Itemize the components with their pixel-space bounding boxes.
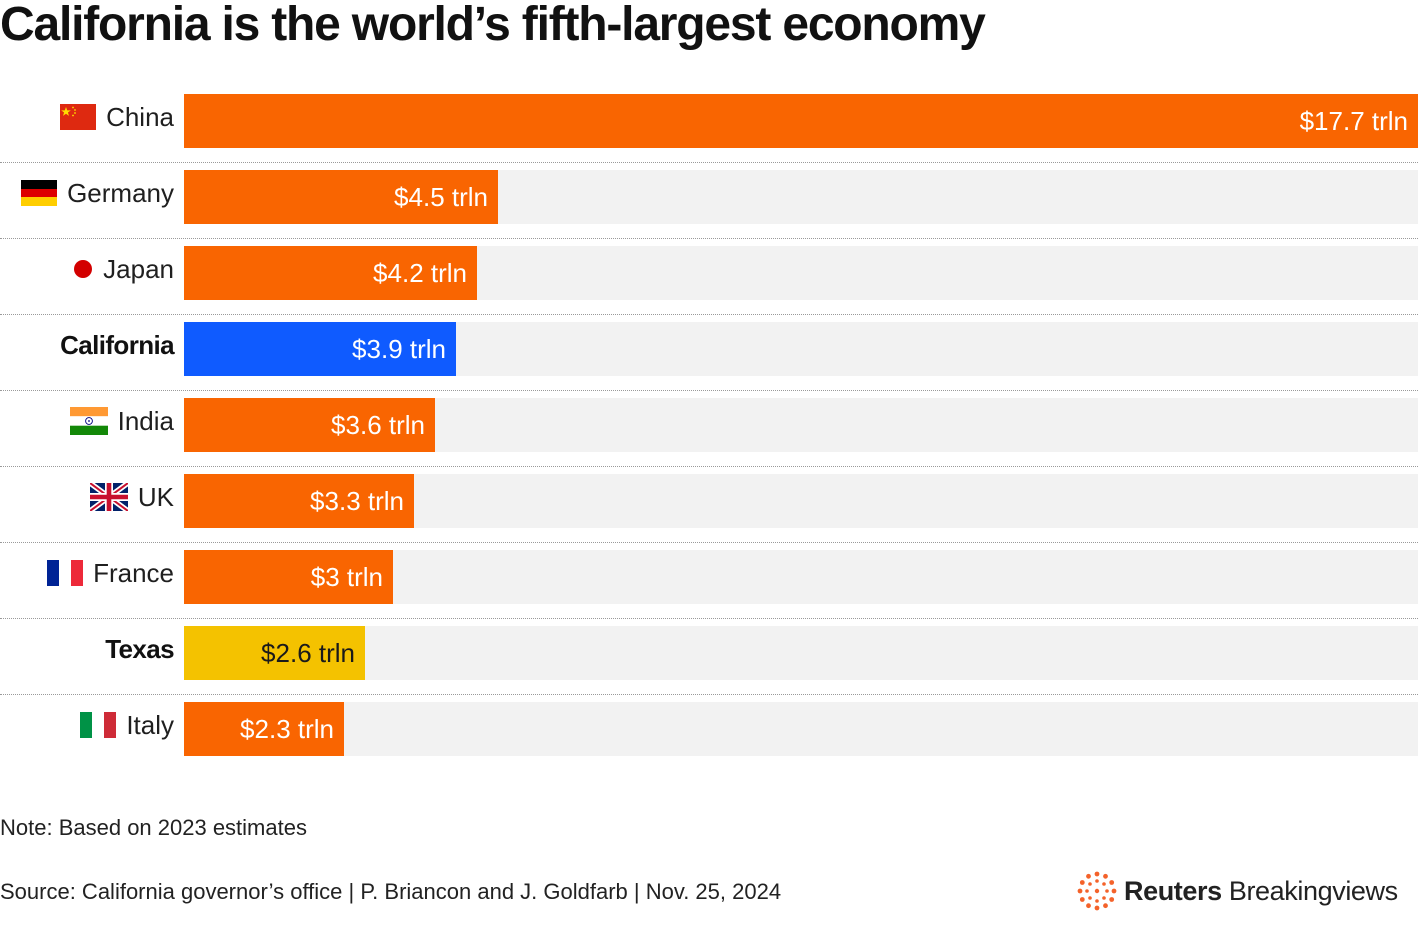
bar-value-label: $3.6 trln <box>331 410 425 440</box>
china-flag-icon <box>60 104 97 130</box>
france-flag-icon <box>47 560 84 586</box>
japan-flag-icon <box>74 260 93 278</box>
bar-row-china: China $17.7 trln <box>0 86 1420 163</box>
bar-germany <box>184 170 498 224</box>
bar-italy <box>184 702 344 756</box>
bar-row-italy: Italy $2.3 trln <box>0 694 1420 770</box>
bar-track <box>184 626 1418 680</box>
row-divider <box>0 694 1418 695</box>
category-label-group: Italy <box>0 694 174 756</box>
reuters-logo-icon <box>1077 871 1117 911</box>
category-label-group: India <box>0 390 174 452</box>
category-label: UK <box>137 481 174 512</box>
category-label-group: France <box>0 542 174 604</box>
bar-row-germany: Germany $4.5 trln <box>0 162 1420 239</box>
bar-row-japan: Japan $4.2 trln <box>0 238 1420 315</box>
bar-track <box>184 702 1418 756</box>
bar-value-label: $4.2 trln <box>373 258 467 288</box>
india-flag-icon <box>69 407 108 435</box>
bar-california <box>184 322 456 376</box>
category-label-group: Texas <box>0 618 174 680</box>
chart-title: California is the world’s fifth-largest … <box>0 0 986 51</box>
reuters-breakingviews-logo: Reuters Breakingviews <box>1076 870 1398 912</box>
bar-value-label: $2.3 trln <box>240 714 334 744</box>
bar-row-california: California $3.9 trln <box>0 314 1420 391</box>
chart-source: Source: California governor’s office | P… <box>0 879 782 904</box>
bar-chart: China $17.7 trln Germany $4.5 trln Japan $4.2… <box>0 86 1420 766</box>
brand-name: Reuters Breakingviews <box>1124 875 1398 906</box>
bar-value-label: $17.7 trln <box>1299 106 1408 136</box>
row-divider <box>0 314 1418 315</box>
bar-japan <box>184 246 477 300</box>
category-label: Japan <box>103 253 174 284</box>
category-label: China <box>106 101 174 132</box>
germany-flag-icon <box>21 180 58 206</box>
row-divider <box>0 466 1418 467</box>
row-divider <box>0 542 1418 543</box>
bar-value-label: $3.9 trln <box>352 334 446 364</box>
bar-uk <box>184 474 414 528</box>
bar-france <box>184 550 393 604</box>
bar-value-label: $2.6 trln <box>261 638 355 668</box>
category-label: Texas <box>105 633 174 664</box>
category-label-group: UK <box>0 466 174 528</box>
category-label-group: Japan <box>0 238 174 300</box>
chart-note: Note: Based on 2023 estimates <box>0 815 307 840</box>
bar-texas <box>184 626 365 680</box>
bar-india <box>184 398 435 452</box>
row-divider <box>0 618 1418 619</box>
row-divider <box>0 162 1418 163</box>
bar-row-india: India $3.6 trln <box>0 390 1420 467</box>
uk-flag-icon <box>89 483 128 511</box>
row-divider <box>0 390 1418 391</box>
bar-row-texas: Texas $2.6 trln <box>0 618 1420 695</box>
bar-row-uk: UK $3.3 trln <box>0 466 1420 543</box>
bar-china <box>184 94 1418 148</box>
category-label-group: Germany <box>0 162 174 224</box>
bar-value-label: $4.5 trln <box>394 182 488 212</box>
bar-row-france: France $3 trln <box>0 542 1420 619</box>
category-label: Italy <box>126 709 174 740</box>
category-label: Germany <box>67 177 174 208</box>
category-label: India <box>117 405 174 436</box>
category-label: California <box>60 329 175 360</box>
row-divider <box>0 238 1418 239</box>
italy-flag-icon <box>80 712 117 738</box>
category-label-group: California <box>0 314 175 376</box>
category-label-group: China <box>0 86 174 148</box>
bar-value-label: $3.3 trln <box>310 486 404 516</box>
bar-value-label: $3 trln <box>310 562 383 592</box>
category-label: France <box>93 557 174 588</box>
